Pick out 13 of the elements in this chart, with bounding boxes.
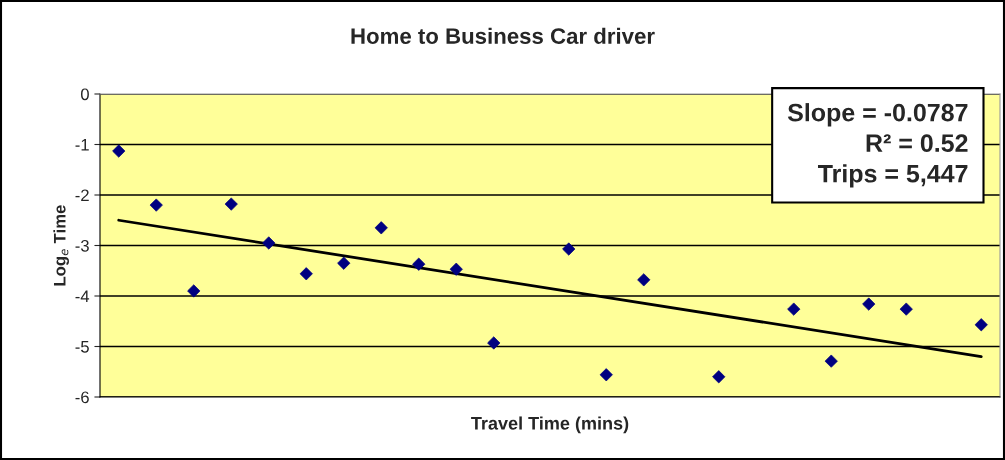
- y-tick-label: -4: [75, 290, 90, 303]
- y-tick-label: -2: [75, 189, 89, 202]
- y-tick-label: -3: [75, 239, 89, 252]
- annotation: Slope = -0.0787: [787, 103, 968, 127]
- x-axis-title: Travel Time (mins): [471, 416, 629, 434]
- y-tick-label: -6: [75, 391, 89, 404]
- y-tick-label: -1: [75, 139, 89, 151]
- y-tick-label: -5: [75, 341, 89, 353]
- annotation: Trips = 5,447: [817, 164, 968, 188]
- chart-title: Home to Business Car driver: [351, 27, 655, 44]
- annotation: R² = 0.52: [866, 134, 968, 152]
- y-axis-title: Log$_{e}$ Time: [53, 205, 69, 286]
- y-tick-label: 0: [80, 88, 89, 101]
